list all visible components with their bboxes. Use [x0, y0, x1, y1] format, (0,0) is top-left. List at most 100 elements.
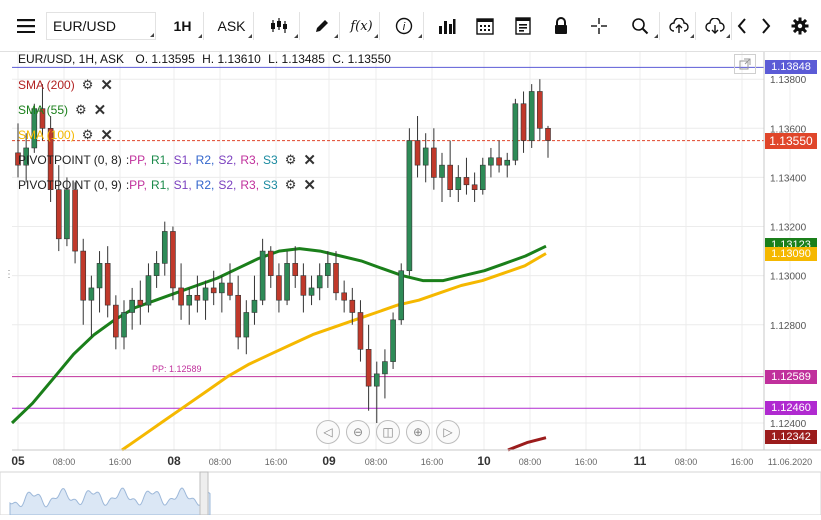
pivot-part-label: R1, — [150, 153, 170, 167]
candle-body — [406, 140, 413, 272]
legend-item[interactable]: SMA (200) ⚙ ✕ — [18, 76, 113, 94]
close-value: C. 1.13550 — [332, 52, 391, 66]
popout-icon — [739, 58, 751, 70]
price-tick-label: 1.13000 — [770, 272, 807, 283]
scroll-left-icon[interactable]: ◁ — [316, 420, 340, 444]
pivot-part-label: S1, — [173, 153, 192, 167]
info-button[interactable]: i — [384, 12, 424, 40]
download-button[interactable] — [698, 12, 732, 40]
candlesticks — [15, 79, 551, 423]
timeframe-select[interactable]: 1H — [162, 12, 204, 40]
candle-body — [537, 91, 543, 129]
chart-grid — [12, 52, 791, 450]
time-tick-label: 08:00 — [675, 457, 698, 467]
candle-body — [325, 263, 331, 276]
prev-button[interactable] — [732, 12, 752, 40]
news-button[interactable] — [506, 12, 540, 40]
svg-text:i: i — [402, 21, 405, 33]
candle-body — [504, 159, 511, 166]
price-type-select[interactable]: ASK — [210, 12, 254, 40]
price-chart[interactable]: 1.13800 1.13600 1.13400 1.13200 1.13000 1.128… — [0, 52, 821, 516]
reset-icon[interactable]: ◫ — [376, 420, 400, 444]
indicator-settings-icon[interactable]: ⚙ — [81, 127, 94, 142]
indicators-label: f(x) — [350, 18, 373, 34]
zoom-button[interactable] — [620, 12, 660, 40]
candle-body — [300, 275, 307, 296]
candle-body — [145, 275, 152, 306]
candle-body — [292, 263, 299, 276]
lock-button[interactable] — [544, 12, 578, 40]
candle-body — [422, 147, 429, 166]
sma-200-line — [507, 436, 547, 452]
time-tick-label: 08:00 — [365, 457, 388, 467]
settings-button[interactable] — [786, 12, 814, 40]
indicator-settings-icon[interactable]: ⚙ — [284, 177, 297, 192]
legend-item[interactable]: PIVOTPOINT (0, 8) : PP, R1, S1, R2, S2, R3, S3… — [18, 151, 316, 169]
candle-body — [357, 312, 364, 350]
candlestick-icon — [270, 18, 287, 33]
price-tick-label: 1.13200 — [770, 223, 807, 234]
candle-body — [80, 250, 87, 301]
indicator-remove-icon[interactable]: ✕ — [93, 102, 107, 119]
candle-body — [373, 373, 380, 387]
indicator-remove-icon[interactable]: ✕ — [100, 77, 113, 94]
candle-body — [137, 299, 144, 306]
candle-body — [512, 103, 519, 161]
zoom-out-icon[interactable]: ⊖ — [346, 420, 370, 444]
legend-item[interactable]: SMA (55) ⚙ ✕ — [18, 101, 106, 119]
indicator-settings-icon[interactable]: ⚙ — [75, 102, 87, 117]
price-tag: 1.12460 — [765, 401, 817, 416]
time-tick-label: 05 — [11, 454, 25, 468]
indicator-remove-icon[interactable]: ✕ — [100, 127, 113, 144]
indicator-remove-icon[interactable]: ✕ — [303, 152, 316, 169]
chart-type-button[interactable] — [258, 12, 300, 40]
pivot-part-label: S1, — [173, 178, 192, 192]
high-value: H. 1.13610 — [202, 52, 261, 66]
candle-body — [463, 177, 470, 186]
legend-item[interactable]: PIVOTPOINT (0, 9) : PP, R1, S1, R2, S2, R3, S3… — [18, 176, 316, 194]
candle-body — [88, 287, 95, 301]
zoom-in-icon[interactable]: ⊕ — [406, 420, 430, 444]
volume-button[interactable] — [430, 12, 464, 40]
candle-body — [72, 189, 78, 252]
chevron-right-icon — [762, 18, 771, 34]
candle-body — [153, 263, 160, 276]
drag-handle-icon[interactable]: ⋮ — [4, 269, 14, 280]
indicators-button[interactable]: f(x) — [344, 12, 380, 40]
symbol-value: EUR/USD — [53, 18, 117, 34]
price-tick-label: 1.13600 — [770, 124, 807, 135]
pivot-part-label: S3 — [263, 178, 278, 192]
symbol-input[interactable]: EUR/USD — [46, 12, 156, 40]
time-tick-label: 11 — [634, 454, 647, 468]
time-axis: 05 08:00 16:00 08 08:00 16:00 09 08:00 16:00 10 08… — [11, 449, 821, 468]
legend-label: PIVOTPOINT (0, 9) — [18, 178, 122, 192]
crosshair-icon — [591, 18, 607, 34]
candle-body — [161, 231, 168, 264]
candle-body — [447, 164, 453, 190]
indicator-settings-icon[interactable]: ⚙ — [284, 152, 297, 167]
hamburger-menu-icon — [17, 19, 35, 33]
next-button[interactable] — [756, 12, 776, 40]
cloud-upload-icon — [668, 18, 689, 33]
upload-button[interactable] — [662, 12, 696, 40]
price-tag: 1.13550 — [765, 132, 817, 149]
indicator-remove-icon[interactable]: ✕ — [303, 177, 316, 194]
candle-body — [333, 263, 339, 294]
scroll-right-icon[interactable]: ▷ — [436, 420, 460, 444]
popout-button[interactable] — [734, 54, 756, 74]
menu-button[interactable] — [10, 12, 42, 40]
drawing-tool-button[interactable] — [304, 12, 340, 40]
candle-body — [104, 263, 111, 306]
cloud-download-icon — [704, 18, 725, 34]
indicator-settings-icon[interactable]: ⚙ — [81, 77, 94, 92]
candle-body — [178, 287, 184, 306]
candle-body — [96, 263, 103, 289]
crosshair-button[interactable] — [582, 12, 616, 40]
calendar-button[interactable] — [468, 12, 502, 40]
price-tag: 1.13090 — [765, 246, 817, 261]
chart-area[interactable]: 1.13800 1.13600 1.13400 1.13200 1.13000 1.128… — [0, 52, 821, 516]
time-tick-label: 08:00 — [519, 457, 542, 467]
legend-item[interactable]: SMA (100) ⚙ ✕ — [18, 126, 113, 144]
candle-body — [398, 270, 405, 321]
bar-chart-icon — [439, 19, 456, 34]
